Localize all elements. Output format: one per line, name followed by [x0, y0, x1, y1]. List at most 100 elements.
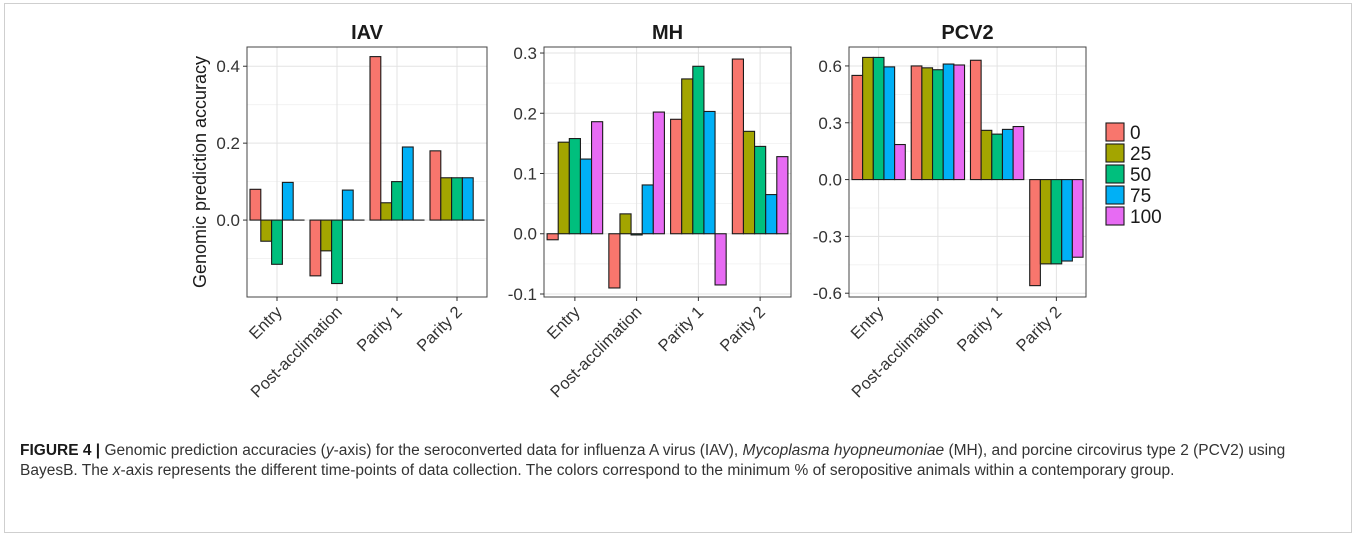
- bar-25-parity-1: [681, 78, 694, 235]
- y-tick-label: 0.0: [513, 225, 537, 244]
- bar-25-post-acclimation: [320, 219, 333, 252]
- bar-50-parity-2: [754, 145, 767, 235]
- bar-0-entry: [249, 188, 262, 221]
- bar-75-parity-2: [461, 177, 474, 221]
- legend-swatch-25: [1105, 143, 1125, 163]
- caption-text-1: Genomic prediction accuracies (: [100, 442, 326, 459]
- panel-title: MH: [652, 22, 683, 44]
- bar-100-parity-1: [1012, 125, 1025, 181]
- bar-100-parity-1: [714, 233, 727, 286]
- y-tick-label: 0.6: [818, 57, 842, 76]
- bar-50-post-acclimation: [331, 219, 343, 285]
- bar-50-parity-2: [1050, 179, 1063, 265]
- caption-italic-1: y: [325, 442, 334, 459]
- bar-75-parity-1: [703, 110, 716, 235]
- bar-25-parity-1: [980, 129, 993, 181]
- bar-100-entry: [590, 121, 604, 235]
- bar-0-parity-1: [969, 59, 982, 181]
- bar-25-parity-1: [380, 202, 393, 221]
- caption-text-4: -axis represents the different time-poin…: [120, 462, 1175, 479]
- bar-75-post-acclimation: [942, 63, 955, 181]
- bar-100-parity-2: [1071, 179, 1084, 258]
- y-tick-label: 0.4: [216, 57, 240, 76]
- bar-75-entry: [579, 158, 593, 235]
- x-tick-label: Parity 2: [414, 303, 466, 355]
- panel-title: PCV2: [941, 22, 993, 44]
- bar-50-parity-1: [991, 133, 1004, 181]
- panel-border: [848, 46, 1087, 298]
- x-tick-label: Parity 1: [655, 303, 707, 355]
- bar-25-post-acclimation: [921, 67, 934, 181]
- x-tick-label: Entry: [246, 303, 286, 343]
- caption-italic-2: Mycoplasma hyopneumoniae: [742, 442, 945, 459]
- bar-0-parity-1: [369, 56, 382, 221]
- bar-75-post-acclimation: [641, 184, 654, 235]
- bar-0-parity-2: [1029, 179, 1041, 287]
- x-tick-label: Parity 2: [717, 303, 769, 355]
- bar-0-post-acclimation: [309, 219, 322, 277]
- panel-border: [246, 46, 488, 298]
- caption-text-3: (MH), and porcine circovirus type 2 (PCV…: [20, 442, 1286, 479]
- bar-25-parity-2: [440, 177, 453, 221]
- bar-100-post-acclimation: [652, 111, 665, 235]
- bar-0-parity-2: [429, 150, 442, 221]
- bar-75-parity-2: [1061, 179, 1073, 262]
- y-tick-label: 0.3: [513, 44, 537, 63]
- y-tick-label: -0.6: [813, 284, 842, 303]
- y-tick-label: 0.3: [818, 114, 842, 133]
- bar-0-post-acclimation: [608, 233, 621, 289]
- legend-swatch-100: [1105, 206, 1125, 226]
- bar-75-parity-1: [401, 146, 414, 221]
- bar-25-entry: [557, 141, 570, 235]
- bar-50-parity-2: [451, 177, 463, 221]
- legend-swatch-75: [1105, 185, 1125, 205]
- bar-75-entry: [883, 66, 896, 181]
- bar-0-entry: [851, 74, 864, 181]
- x-tick-label: Entry: [847, 303, 887, 343]
- y-tick-label: -0.3: [813, 227, 842, 246]
- y-tick-label: 0.0: [818, 171, 842, 190]
- x-tick-label: Entry: [544, 303, 584, 343]
- bar-75-parity-2: [765, 194, 778, 235]
- figure-frame: [4, 3, 1352, 533]
- legend-label: 100: [1130, 207, 1162, 228]
- bar-75-entry: [281, 181, 294, 221]
- panel-title: IAV: [351, 22, 384, 44]
- bar-0-entry: [546, 233, 559, 241]
- bar-0-parity-1: [670, 118, 683, 235]
- bar-100-entry: [894, 143, 906, 181]
- panel-background: [246, 46, 488, 298]
- bar-50-entry: [568, 138, 581, 235]
- legend-label: 0: [1130, 123, 1141, 144]
- legend-swatch-50: [1105, 164, 1125, 184]
- caption-text-2: -axis) for the seroconverted data for in…: [333, 442, 743, 459]
- bar-25-entry: [260, 219, 273, 242]
- bar-100-post-acclimation: [953, 64, 966, 181]
- bar-100-parity-2: [776, 156, 789, 235]
- bar-50-post-acclimation: [630, 233, 643, 236]
- bar-50-post-acclimation: [931, 69, 944, 181]
- legend-swatch-0: [1105, 122, 1125, 142]
- x-tick-label: Parity 1: [954, 303, 1006, 355]
- caption-label: FIGURE 4 |: [20, 442, 101, 459]
- figure-caption: FIGURE 4 | Genomic prediction accuracies…: [20, 441, 1340, 481]
- y-tick-label: 0.1: [513, 165, 537, 184]
- caption-italic-3: x: [112, 462, 121, 479]
- bar-50-parity-1: [391, 181, 403, 221]
- panel-border: [543, 46, 792, 298]
- y-axis-label: Genomic prediction accuracy: [190, 56, 210, 288]
- x-tick-label: Parity 1: [354, 303, 406, 355]
- legend-label: 75: [1130, 186, 1151, 207]
- x-tick-label: Parity 2: [1013, 303, 1065, 355]
- bar-50-entry: [872, 56, 885, 181]
- bar-25-post-acclimation: [619, 213, 632, 235]
- y-tick-label: 0.2: [216, 134, 240, 153]
- y-tick-label: -0.1: [508, 285, 537, 304]
- bar-50-parity-1: [692, 65, 705, 235]
- bar-50-entry: [271, 219, 283, 265]
- bar-25-entry: [862, 56, 874, 181]
- y-tick-label: 0.2: [513, 104, 537, 123]
